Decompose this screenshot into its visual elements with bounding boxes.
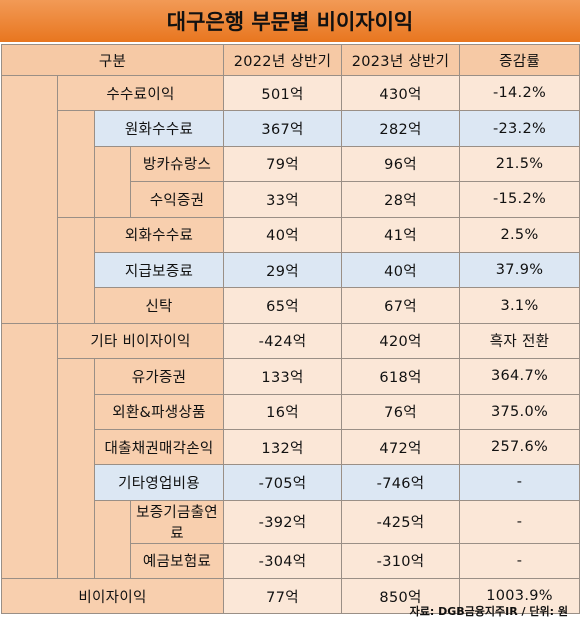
cell-2022: 29억 xyxy=(223,251,343,289)
cell-change: -23.2% xyxy=(459,110,580,147)
table-row: 수수료이익 501억 430억 -14.2% xyxy=(1,74,580,324)
cell-2023: -746억 xyxy=(341,464,461,501)
group-bracket xyxy=(57,358,95,580)
header-category: 구분 xyxy=(0,44,225,76)
cell-2022: 133억 xyxy=(223,358,343,395)
table-row: 외환&파생상품 16억 76억 375.0% xyxy=(2,393,580,430)
cell-2023: 472억 xyxy=(341,428,461,466)
table-row: 수익증권 33억 28억 -15.2% xyxy=(2,181,580,218)
group-bracket xyxy=(94,145,131,218)
row-label: 수수료이익 xyxy=(56,74,225,112)
cell-2022: 132억 xyxy=(223,428,343,466)
cell-2023: 40억 xyxy=(341,251,461,289)
row-label: 기타영업비용 xyxy=(93,464,225,501)
table-row: 보증기금출연료 -392억 -425억 - xyxy=(2,499,580,580)
cell-2023: -425억 xyxy=(341,499,461,544)
cell-change: 375.0% xyxy=(459,393,580,430)
cell-2023: 41억 xyxy=(341,216,461,253)
cell-change: 2.5% xyxy=(459,216,580,253)
cell-2022: -304억 xyxy=(223,542,343,580)
cell-change: -15.2% xyxy=(459,181,580,218)
table-row: 대출채권매각손익 132억 472억 257.6% xyxy=(2,428,580,466)
total-row: 비이자이익 77억 850억 1003.9% xyxy=(0,578,580,615)
cell-change: 3.1% xyxy=(459,287,580,324)
cell-2023: 96억 xyxy=(341,145,461,183)
group-bracket xyxy=(57,110,95,218)
cell-change: 21.5% xyxy=(459,145,580,183)
row-label: 보증기금출연료 xyxy=(129,499,225,544)
cell-2023: 76억 xyxy=(341,393,461,430)
row-label: 대출채권매각손익 xyxy=(93,428,225,466)
cell-change: 364.7% xyxy=(459,358,580,395)
group-bracket xyxy=(1,322,58,580)
table-row: 신탁 65억 67억 3.1% xyxy=(2,287,580,324)
cell-change: -14.2% xyxy=(459,74,580,112)
cell-2022: 40억 xyxy=(223,216,343,253)
row-label: 지급보증료 xyxy=(93,251,225,289)
row-label: 비이자이익 xyxy=(0,578,225,615)
cell-change: 257.6% xyxy=(459,428,580,466)
non-interest-income-table: 구분 2022년 상반기 2023년 상반기 증감률 수수료이익 501억 43… xyxy=(0,44,580,615)
row-label: 방카슈랑스 xyxy=(129,145,225,183)
cell-2022: 367억 xyxy=(223,110,343,147)
table-row: 방카슈랑스 79억 96억 21.5% xyxy=(2,145,580,218)
table-row: 기타영업비용 -705억 -746억 - xyxy=(2,464,580,501)
cell-2022: 77억 xyxy=(223,578,343,615)
table-row: 유가증권 133억 618억 364.7% xyxy=(2,358,580,580)
row-label: 예금보험료 xyxy=(129,542,225,580)
cell-2023: 420억 xyxy=(341,322,461,360)
table-row: 지급보증료 29억 40억 37.9% xyxy=(2,251,580,289)
row-label: 신탁 xyxy=(93,287,225,324)
table-title: 대구은행 부문별 비이자이익 xyxy=(0,0,580,42)
cell-2023: 28억 xyxy=(341,181,461,218)
cell-change: - xyxy=(459,499,580,544)
cell-change: 흑자 전환 xyxy=(459,322,580,360)
row-label: 유가증권 xyxy=(93,358,225,395)
cell-2022: 33억 xyxy=(223,181,343,218)
table-row: 기타 비이자이익 -424억 420억 흑자 전환 xyxy=(1,322,580,580)
header-row: 구분 2022년 상반기 2023년 상반기 증감률 xyxy=(0,44,580,76)
group-bracket xyxy=(57,216,95,324)
cell-2022: 65억 xyxy=(223,287,343,324)
row-label: 원화수수료 xyxy=(93,110,225,147)
header-2022h1: 2022년 상반기 xyxy=(223,44,343,76)
row-label: 수익증권 xyxy=(129,181,225,218)
cell-2023: 850억 xyxy=(341,578,461,615)
cell-2022: 501억 xyxy=(223,74,343,112)
group-bracket xyxy=(1,75,58,324)
table-row: 원화수수료 367억 282억 -23.2% xyxy=(2,110,580,218)
table-row: 외화수수료 40억 41억 2.5% xyxy=(2,216,580,324)
source-note: 자료: DGB금융지주IR / 단위: 원 xyxy=(409,605,568,618)
group-bracket xyxy=(94,499,131,580)
table-row: 예금보험료 -304억 -310억 - xyxy=(2,542,580,580)
cell-2022: 79억 xyxy=(223,145,343,183)
header-change: 증감률 xyxy=(459,44,580,76)
row-label: 기타 비이자이익 xyxy=(56,322,225,360)
cell-change: 1003.9% xyxy=(459,578,580,615)
cell-2022: -424억 xyxy=(223,322,343,360)
cell-change: 37.9% xyxy=(459,251,580,289)
row-label: 외환&파생상품 xyxy=(93,393,225,430)
cell-2023: 618억 xyxy=(341,358,461,395)
cell-2023: -310억 xyxy=(341,542,461,580)
cell-2022: -392억 xyxy=(223,499,343,544)
cell-2022: -705억 xyxy=(223,464,343,501)
cell-2023: 67억 xyxy=(341,287,461,324)
cell-change: - xyxy=(459,464,580,501)
cell-2022: 16억 xyxy=(223,393,343,430)
cell-2023: 430억 xyxy=(341,74,461,112)
row-label: 외화수수료 xyxy=(93,216,225,253)
cell-change: - xyxy=(459,542,580,580)
header-2023h1: 2023년 상반기 xyxy=(341,44,461,76)
cell-2023: 282억 xyxy=(341,110,461,147)
